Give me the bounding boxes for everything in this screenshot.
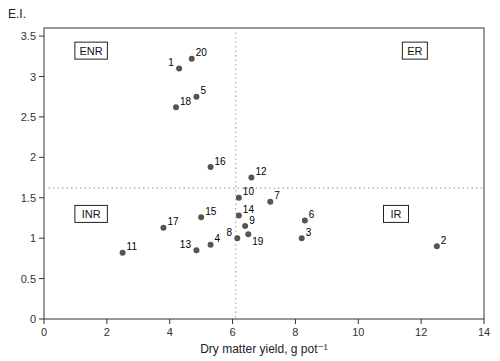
point-label: 3 xyxy=(306,227,312,238)
data-point xyxy=(198,214,204,220)
y-tick xyxy=(39,157,44,158)
data-point xyxy=(176,65,182,71)
plot-frame xyxy=(44,28,484,319)
y-tick xyxy=(39,319,44,320)
data-point xyxy=(208,164,214,170)
quadrant-label-text: ER xyxy=(407,45,422,57)
y-tick-label: 3 xyxy=(30,71,36,83)
quadrant-label-box xyxy=(75,205,108,222)
point-label: 1 xyxy=(168,57,174,68)
data-point xyxy=(193,94,199,100)
x-axis-title: Dry matter yield, g pot⁻¹ xyxy=(200,342,328,356)
point-label: 18 xyxy=(180,96,192,107)
quadrant-label-text: INR xyxy=(82,208,101,220)
x-tick-label: 14 xyxy=(478,326,490,338)
y-tick-label: 1.5 xyxy=(21,192,36,204)
x-tick xyxy=(169,319,170,324)
y-tick-label: 0 xyxy=(30,313,36,325)
point-label: 11 xyxy=(127,241,138,252)
data-point xyxy=(160,225,166,231)
x-tick-label: 6 xyxy=(230,326,236,338)
quadrant-label-text: IR xyxy=(391,208,402,220)
y-axis-title: E.I. xyxy=(8,7,26,21)
y-tick xyxy=(39,76,44,77)
point-label: 7 xyxy=(274,190,280,201)
quadrant-label: IR xyxy=(384,205,409,222)
point-label: 17 xyxy=(167,216,179,227)
chart: 0246810121400.511.522.533.5Dry matter yi… xyxy=(0,0,500,361)
data-point xyxy=(245,231,251,237)
x-tick xyxy=(484,319,485,324)
point-label: 14 xyxy=(243,204,255,215)
data-point xyxy=(189,56,195,62)
point-label: 2 xyxy=(441,235,447,246)
point-label: 19 xyxy=(252,236,264,247)
x-tick xyxy=(106,319,107,324)
x-tick-label: 8 xyxy=(292,326,298,338)
y-tick xyxy=(39,197,44,198)
y-tick-label: 1 xyxy=(30,232,36,244)
x-tick xyxy=(44,319,45,324)
quadrant-label-box xyxy=(402,42,427,59)
quadrant-label: INR xyxy=(75,205,108,222)
reference-line xyxy=(235,28,236,319)
x-tick-label: 2 xyxy=(104,326,110,338)
data-point xyxy=(236,195,242,201)
point-label: 20 xyxy=(196,47,208,58)
x-tick xyxy=(358,319,359,324)
x-tick-label: 4 xyxy=(167,326,173,338)
quadrant-label-box xyxy=(384,205,409,222)
data-point xyxy=(234,235,240,241)
y-tick-label: 0.5 xyxy=(21,273,36,285)
x-tick-label: 0 xyxy=(41,326,47,338)
quadrant-label: ENR xyxy=(75,42,108,59)
data-point xyxy=(242,223,248,229)
point-label: 13 xyxy=(180,239,192,250)
quadrant-label: ER xyxy=(402,42,427,59)
data-point xyxy=(267,199,273,205)
point-label: 4 xyxy=(215,233,221,244)
point-label: 10 xyxy=(243,186,255,197)
x-tick-label: 10 xyxy=(352,326,364,338)
x-tick xyxy=(232,319,233,324)
y-tick xyxy=(39,116,44,117)
data-point xyxy=(236,213,242,219)
data-point xyxy=(173,104,179,110)
y-tick-label: 3.5 xyxy=(21,30,36,42)
data-point xyxy=(208,242,214,248)
data-point xyxy=(193,247,199,253)
data-point xyxy=(248,175,254,181)
y-tick xyxy=(39,238,44,239)
point-label: 5 xyxy=(200,85,206,96)
point-label: 16 xyxy=(215,156,227,167)
point-label: 8 xyxy=(226,227,232,238)
point-label: 9 xyxy=(249,215,255,226)
data-point xyxy=(302,217,308,223)
y-tick xyxy=(39,278,44,279)
reference-line xyxy=(44,187,484,188)
point-label: 15 xyxy=(205,206,217,217)
x-tick-label: 12 xyxy=(415,326,427,338)
plot-area xyxy=(44,28,484,319)
y-tick-label: 2 xyxy=(30,151,36,163)
x-tick xyxy=(295,319,296,324)
y-tick-label: 2.5 xyxy=(21,111,36,123)
x-tick xyxy=(421,319,422,324)
quadrant-label-text: ENR xyxy=(80,45,103,57)
point-label: 12 xyxy=(255,166,267,177)
y-tick xyxy=(39,36,44,37)
data-point xyxy=(299,235,305,241)
data-point xyxy=(120,250,126,256)
data-point xyxy=(434,243,440,249)
point-label: 6 xyxy=(309,209,315,220)
quadrant-label-box xyxy=(75,42,108,59)
